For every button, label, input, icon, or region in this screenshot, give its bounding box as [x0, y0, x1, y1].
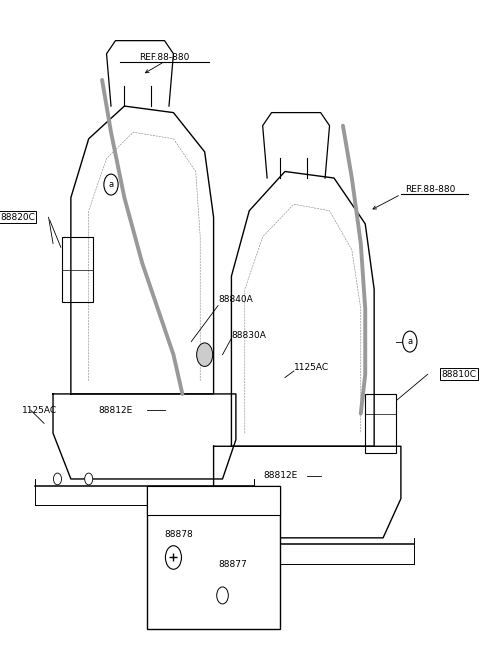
Circle shape: [156, 490, 169, 510]
Circle shape: [53, 473, 61, 485]
Text: 88812E: 88812E: [264, 471, 298, 480]
Circle shape: [216, 587, 228, 604]
Text: 88810C: 88810C: [442, 370, 476, 379]
Text: REF.88-880: REF.88-880: [406, 185, 456, 194]
Circle shape: [403, 331, 417, 352]
Text: 88877: 88877: [218, 560, 247, 568]
Text: 1125AC: 1125AC: [22, 406, 57, 415]
Text: 88820C: 88820C: [0, 213, 35, 222]
Circle shape: [84, 473, 93, 485]
Text: 88812E: 88812E: [98, 406, 132, 415]
Circle shape: [197, 343, 213, 367]
Text: 88840A: 88840A: [218, 294, 253, 304]
Bar: [365, 394, 396, 453]
FancyBboxPatch shape: [147, 486, 280, 515]
Text: a: a: [160, 495, 165, 505]
Circle shape: [267, 519, 276, 531]
Text: 1125AC: 1125AC: [294, 363, 329, 373]
Text: a: a: [407, 337, 412, 346]
Text: a: a: [108, 180, 114, 189]
Circle shape: [166, 546, 181, 569]
Bar: [62, 237, 93, 302]
Circle shape: [218, 519, 227, 531]
Text: 88878: 88878: [165, 530, 193, 539]
Text: REF.88-880: REF.88-880: [139, 53, 190, 62]
FancyBboxPatch shape: [147, 486, 280, 629]
Text: 88830A: 88830A: [231, 330, 266, 340]
Circle shape: [104, 174, 118, 195]
